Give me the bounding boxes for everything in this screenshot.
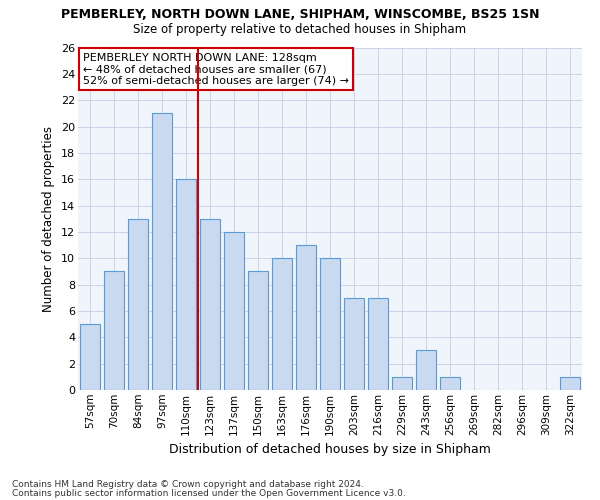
Bar [128, 219, 148, 390]
Bar [104, 272, 124, 390]
Bar [248, 272, 268, 390]
Bar [560, 377, 580, 390]
Bar [320, 258, 340, 390]
Text: Contains HM Land Registry data © Crown copyright and database right 2024.: Contains HM Land Registry data © Crown c… [12, 480, 364, 489]
Bar [344, 298, 364, 390]
Bar [392, 377, 412, 390]
Text: Contains public sector information licensed under the Open Government Licence v3: Contains public sector information licen… [12, 488, 406, 498]
Bar [176, 179, 196, 390]
Bar [224, 232, 244, 390]
Bar [272, 258, 292, 390]
Bar [368, 298, 388, 390]
Bar [80, 324, 100, 390]
Text: PEMBERLEY NORTH DOWN LANE: 128sqm
← 48% of detached houses are smaller (67)
52% : PEMBERLEY NORTH DOWN LANE: 128sqm ← 48% … [83, 52, 349, 86]
Y-axis label: Number of detached properties: Number of detached properties [43, 126, 55, 312]
Bar [440, 377, 460, 390]
Bar [416, 350, 436, 390]
Text: PEMBERLEY, NORTH DOWN LANE, SHIPHAM, WINSCOMBE, BS25 1SN: PEMBERLEY, NORTH DOWN LANE, SHIPHAM, WIN… [61, 8, 539, 20]
Bar [200, 219, 220, 390]
Text: Size of property relative to detached houses in Shipham: Size of property relative to detached ho… [133, 22, 467, 36]
Bar [152, 114, 172, 390]
X-axis label: Distribution of detached houses by size in Shipham: Distribution of detached houses by size … [169, 443, 491, 456]
Bar [296, 245, 316, 390]
